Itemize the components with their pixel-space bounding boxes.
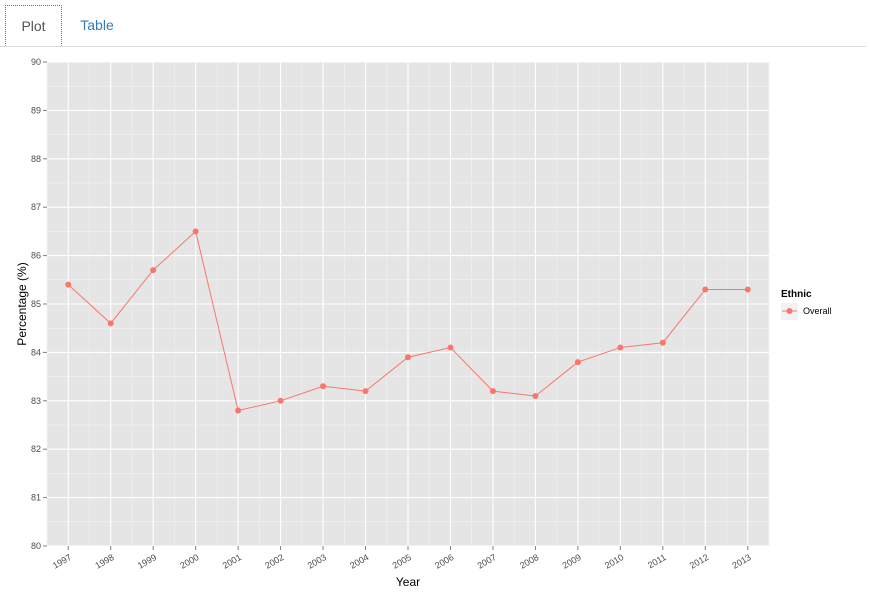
y-tick-label: 84 [31, 347, 41, 357]
data-point [447, 344, 454, 351]
x-tick-label: 2011 [646, 552, 668, 570]
data-point [277, 397, 284, 404]
x-tick-label: 1998 [93, 552, 115, 571]
data-point [702, 286, 709, 293]
legend-label: Overall [803, 306, 832, 316]
y-tick-label: 90 [31, 57, 41, 67]
x-tick-label: 2010 [603, 552, 625, 571]
data-point [532, 392, 539, 399]
series-layer [65, 228, 751, 414]
x-axis-title: Year [396, 575, 420, 589]
x-tick-label: 2009 [561, 552, 583, 571]
y-tick-label: 82 [31, 444, 41, 454]
y-axis: 80 81 82 83 84 85 86 87 88 89 90 [31, 57, 47, 551]
data-point [320, 383, 327, 390]
y-tick-label: 81 [31, 493, 41, 503]
major-gridlines [47, 61, 769, 547]
y-tick-label: 85 [31, 299, 41, 309]
tab-bar: Plot Table [0, 0, 866, 47]
x-axis: 1997 1998 1999 2000 2001 2002 2003 2004 2005 2006… [51, 546, 753, 571]
x-tick-label: 2013 [730, 552, 752, 571]
y-axis-title: Percentage (%) [15, 262, 29, 345]
x-tick-label: 2003 [306, 552, 328, 571]
data-point [65, 281, 72, 288]
data-point [192, 228, 199, 235]
x-tick-label: 1999 [136, 552, 158, 571]
y-tick-label: 88 [31, 154, 41, 164]
legend-title: Ethnic [781, 289, 812, 300]
y-tick-label: 80 [31, 541, 41, 551]
x-tick-label: 2002 [263, 552, 285, 571]
tab-table[interactable]: Table [80, 17, 114, 33]
x-tick-label: 2012 [688, 552, 710, 571]
x-tick-label: 2008 [518, 552, 540, 571]
data-point [744, 286, 751, 293]
y-tick-label: 83 [31, 396, 41, 406]
data-point [107, 320, 114, 327]
x-tick-label: 1997 [51, 552, 73, 571]
x-tick-label: 2004 [348, 552, 370, 571]
data-point [574, 359, 581, 366]
data-point [405, 354, 411, 361]
x-tick-label: 2001 [221, 552, 243, 571]
legend-key-point [786, 308, 793, 314]
data-point [362, 388, 369, 395]
data-point [150, 267, 157, 274]
line-chart: 80 81 82 83 84 85 86 87 88 89 90 1997 1998 1999 2000 2… [15, 57, 832, 589]
legend: Ethnic Overall [781, 289, 832, 320]
x-tick-label: 2005 [391, 552, 413, 571]
data-point [617, 344, 624, 351]
y-tick-label: 86 [31, 251, 41, 261]
x-tick-label: 2006 [433, 552, 455, 571]
data-point [659, 339, 666, 346]
data-point [235, 407, 242, 414]
x-tick-label: 2007 [476, 552, 498, 571]
y-tick-label: 87 [31, 202, 41, 212]
data-point [489, 388, 496, 395]
x-tick-label: 2000 [178, 552, 200, 571]
y-tick-label: 89 [31, 105, 41, 115]
tab-plot[interactable]: Plot [5, 5, 62, 46]
